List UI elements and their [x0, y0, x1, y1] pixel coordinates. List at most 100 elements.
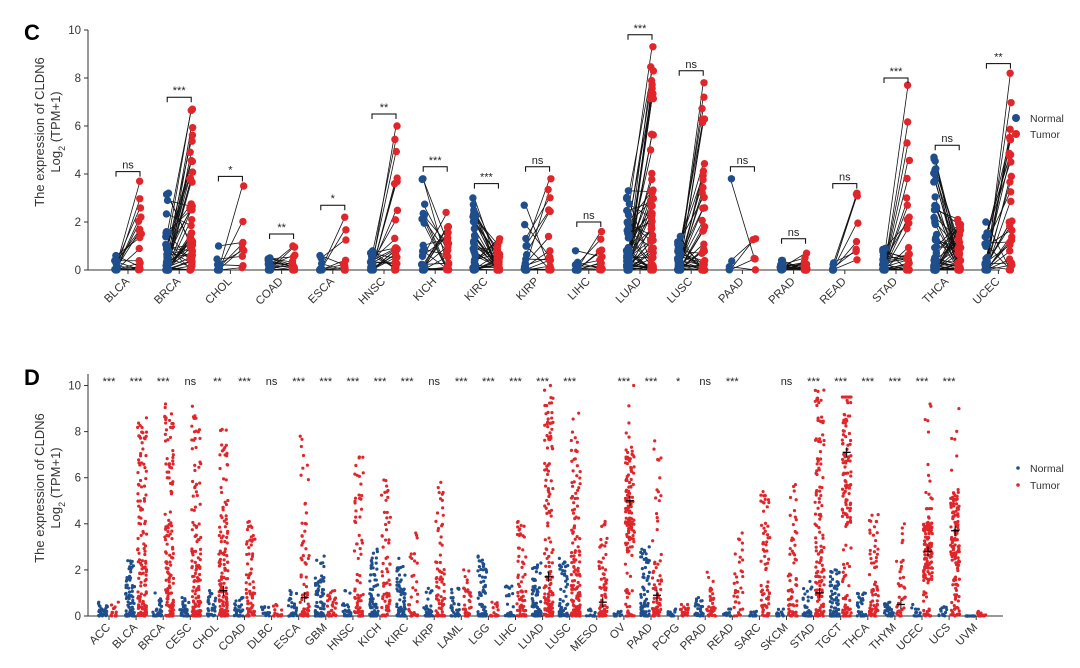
tumor-point [327, 614, 331, 618]
tumor-point [437, 606, 441, 610]
tumor-point [186, 148, 194, 156]
tumor-point [852, 237, 861, 246]
normal-point [152, 613, 156, 617]
normal-point [646, 576, 650, 580]
tumor-point [195, 524, 199, 528]
tumor-point [221, 505, 225, 509]
tumor-point [767, 500, 771, 505]
tumor-point [1006, 178, 1014, 186]
tumor-point [300, 558, 304, 562]
tumor-point [705, 570, 709, 574]
tumor-point [632, 465, 636, 469]
normal-point [290, 605, 294, 609]
normal-point [857, 610, 862, 614]
normal-point [372, 572, 377, 577]
tumor-point [759, 499, 763, 503]
panel-d-y-tick-label: 2 [75, 565, 81, 577]
tumor-point [657, 595, 661, 600]
normal-point [259, 605, 264, 609]
tumor-point [1007, 172, 1016, 181]
pair-line [422, 250, 448, 270]
normal-point [836, 607, 841, 612]
tumor-point [434, 609, 438, 613]
normal-point [210, 606, 214, 610]
normal-point [395, 569, 399, 573]
tumor-point [766, 561, 770, 565]
normal-point [624, 223, 633, 232]
tumor-point [628, 574, 633, 578]
normal-point [111, 257, 119, 265]
normal-point [481, 568, 485, 572]
tumor-point [627, 537, 632, 542]
normal-point [426, 614, 431, 618]
tumor-point [843, 597, 848, 601]
tumor-point [226, 529, 230, 534]
significance-bracket [422, 166, 448, 172]
normal-point [321, 603, 325, 608]
tumor-point [192, 600, 196, 604]
tumor-point [751, 255, 759, 263]
normal-point [129, 561, 133, 566]
tumor-point [137, 458, 141, 462]
tumor-point [251, 603, 255, 607]
tumor-point [572, 612, 576, 616]
normal-point [470, 239, 478, 247]
normal-point [748, 614, 752, 618]
normal-point [398, 598, 402, 602]
tumor-point [813, 388, 817, 393]
pair-line [678, 163, 704, 245]
normal-point [371, 602, 376, 606]
normal-point [833, 591, 837, 595]
tumor-point [225, 463, 230, 467]
tumor-point [190, 595, 195, 599]
normal-point [647, 609, 651, 613]
tumor-point [759, 583, 763, 588]
tumor-point [814, 493, 818, 497]
tumor-point [273, 608, 277, 612]
tumor-point [845, 561, 850, 566]
tumor-point [192, 438, 196, 442]
significance-bracket [269, 233, 295, 239]
normal-point [158, 608, 162, 612]
tumor-point [574, 614, 578, 618]
tumor-point [198, 566, 202, 570]
tumor-point [515, 520, 520, 525]
tumor-point [624, 448, 628, 452]
tumor-point [248, 582, 252, 586]
normal-point [808, 579, 812, 584]
tumor-point [144, 610, 149, 614]
tumor-point [301, 611, 305, 616]
tumor-point [763, 554, 767, 558]
tumor-point [144, 493, 148, 497]
tumor-point [571, 511, 576, 515]
tumor-point [298, 434, 302, 438]
normal-point [829, 605, 833, 609]
tumor-point [247, 545, 251, 550]
significance-label: *** [429, 155, 443, 167]
normal-point [129, 594, 133, 598]
tumor-point [164, 428, 169, 432]
normal-point [125, 575, 129, 580]
tumor-point [516, 575, 520, 580]
tumor-point [444, 222, 453, 231]
tumor-point [492, 611, 496, 615]
tumor-point [735, 595, 739, 599]
tumor-point [814, 545, 818, 549]
tumor-point [352, 549, 357, 553]
tumor-point [409, 552, 413, 556]
tumor-point [630, 449, 634, 453]
tumor-point [188, 215, 196, 224]
tumor-point [223, 608, 228, 612]
tumor-point [435, 580, 439, 584]
tumor-point [303, 529, 307, 533]
normal-point [559, 607, 563, 611]
normal-point [424, 604, 428, 608]
tumor-point [172, 608, 176, 612]
panel-c-y-tick-label: 4 [75, 169, 82, 181]
tumor-point [387, 538, 391, 542]
tumor-point [603, 588, 607, 592]
tumor-point [578, 605, 582, 609]
normal-point [376, 593, 380, 597]
tumor-point [358, 515, 362, 519]
tumor-point [164, 525, 168, 529]
